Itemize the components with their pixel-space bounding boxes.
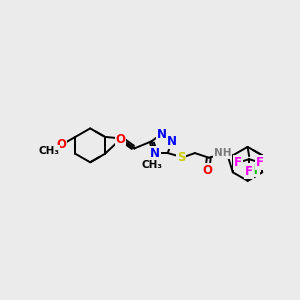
Text: NH: NH <box>214 148 232 158</box>
Text: F: F <box>256 156 264 169</box>
Text: O: O <box>116 133 125 146</box>
Text: O: O <box>202 164 212 176</box>
Text: N: N <box>157 128 166 141</box>
Text: O: O <box>56 138 67 151</box>
Text: Cl: Cl <box>246 164 259 176</box>
Text: F: F <box>245 165 253 178</box>
Text: CH₃: CH₃ <box>142 160 163 170</box>
Text: CH₃: CH₃ <box>39 146 60 156</box>
Text: F: F <box>234 156 242 169</box>
Text: N: N <box>150 147 160 160</box>
Text: S: S <box>177 151 185 164</box>
Text: N: N <box>167 135 177 148</box>
